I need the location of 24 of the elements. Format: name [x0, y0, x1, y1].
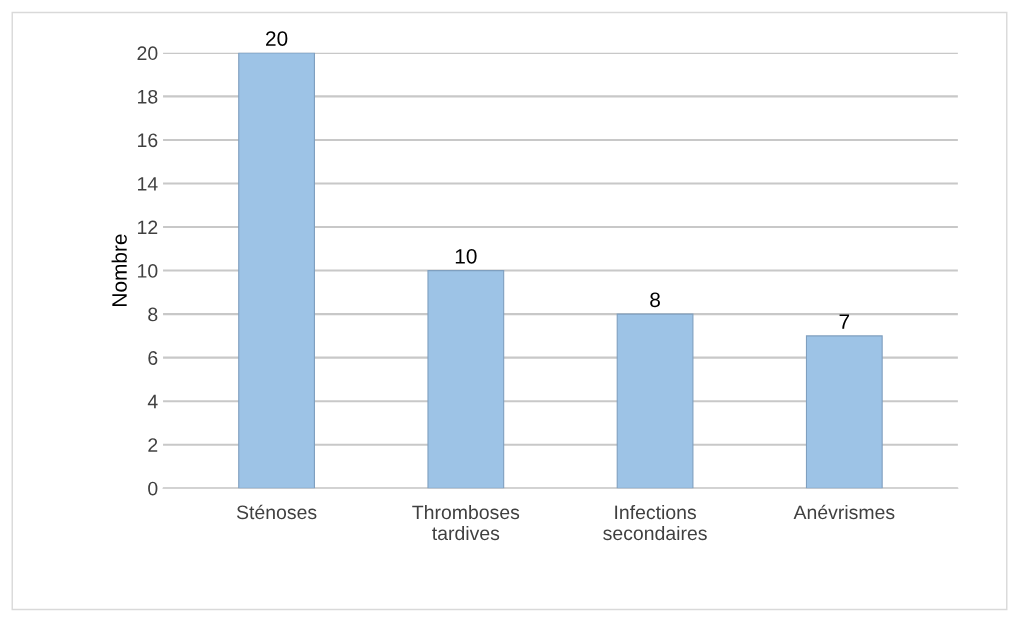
y-tick-label: 10 [138, 264, 158, 278]
y-tick-label: 20 [137, 46, 158, 61]
x-tick-label: Anévrismes [793, 504, 895, 520]
y-tick-label: 0 [148, 481, 158, 496]
y-axis-title: Nombre [111, 234, 127, 306]
data-label: 8 [650, 292, 660, 308]
bar [238, 52, 315, 489]
y-tick-label: 2 [148, 438, 158, 452]
bar [427, 270, 505, 489]
y-tick-label: 16 [138, 133, 158, 148]
bar [616, 313, 694, 489]
y-tick-label: 4 [147, 394, 158, 409]
y-tick-label: 12 [138, 220, 158, 235]
x-tick-label: Sténoses [236, 504, 317, 520]
y-tick-label: 18 [138, 89, 158, 104]
x-tick-label: Thromboses tardives [412, 504, 520, 541]
y-tick-label: 8 [148, 307, 158, 322]
bar [805, 335, 883, 489]
data-label: 7 [839, 314, 850, 329]
x-tick-label: Infections secondaires [603, 504, 707, 541]
data-label: 20 [266, 31, 288, 46]
y-tick-label: 14 [138, 177, 158, 191]
y-tick-label: 6 [148, 351, 158, 365]
data-label: 10 [455, 248, 477, 264]
